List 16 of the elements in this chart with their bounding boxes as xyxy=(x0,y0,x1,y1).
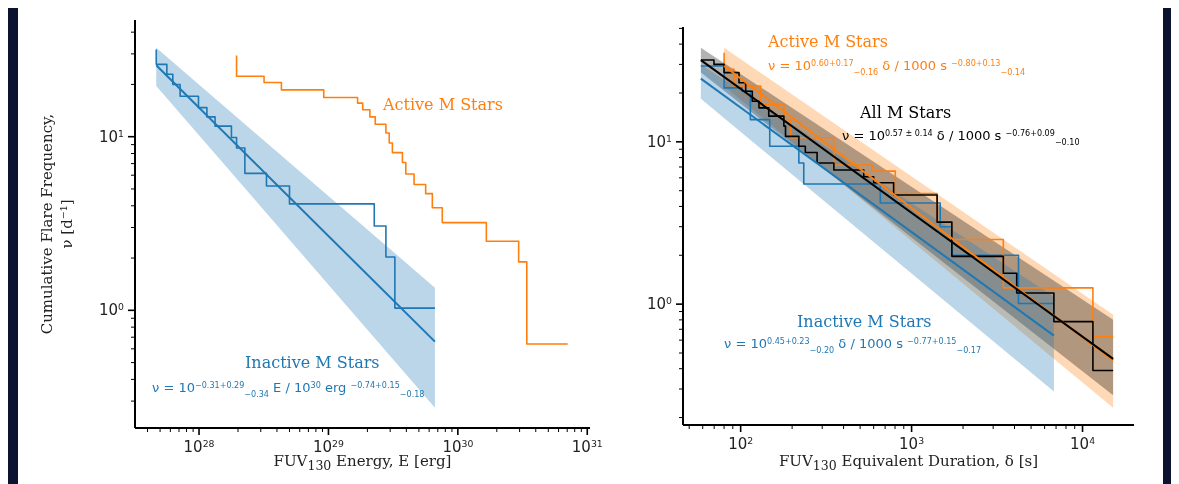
x-tick-label: 10$^{3}$ xyxy=(899,434,925,453)
x-tick-label: 10$^{4}$ xyxy=(1070,434,1096,453)
x-tick-label: 10$^{31}$ xyxy=(571,437,603,456)
text: All M Stars xyxy=(859,103,952,122)
y-axis-title: Cumulative Flare Frequency, ν [d⁻¹] xyxy=(37,112,77,337)
x-tick-label: 10$^{28}$ xyxy=(183,437,215,456)
text: Inactive M Stars xyxy=(797,312,932,331)
x-tick-label: 10$^{2}$ xyxy=(728,434,754,453)
y-tick-label: 10$^{0}$ xyxy=(98,300,125,320)
y-tick-label: 10$^{1}$ xyxy=(646,132,673,151)
text: Active M Stars xyxy=(767,32,888,51)
series-label: Active M Stars xyxy=(382,95,503,114)
x-axis-title: FUV$_{130}$ Equivalent Duration, δ [s] xyxy=(777,452,1040,473)
text: Inactive M Stars xyxy=(245,353,380,372)
y-tick-label: 10$^{1}$ xyxy=(98,127,125,146)
y-tick-label: 10$^{0}$ xyxy=(646,294,673,314)
